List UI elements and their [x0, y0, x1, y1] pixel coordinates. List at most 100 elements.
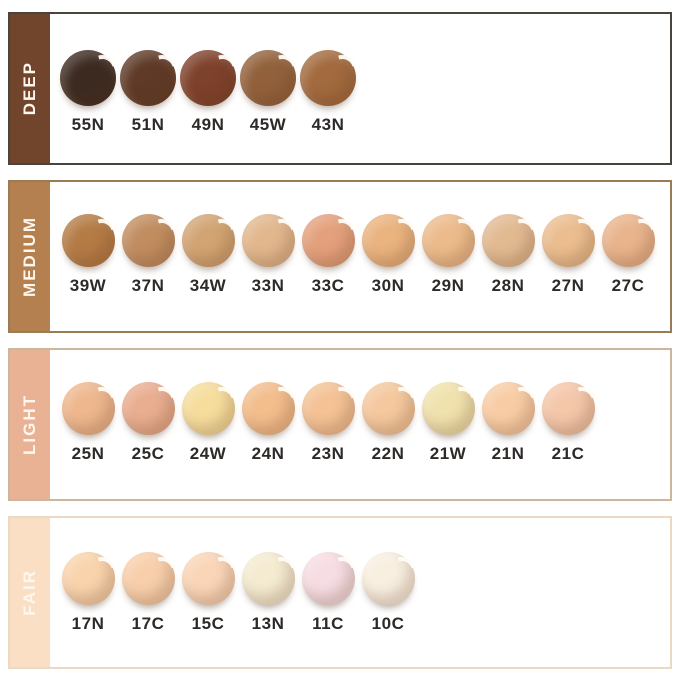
shade-code-label: 22N [371, 444, 405, 463]
shade-code-label: 17N [71, 614, 105, 633]
gloss-highlight-icon [383, 213, 421, 252]
gloss-highlight-icon [202, 49, 242, 89]
gloss-highlight-icon [443, 381, 481, 420]
shade-swatch [481, 213, 541, 267]
row-sidebar: DEEP [10, 14, 50, 163]
shade-swatch-cell: 51N [118, 49, 182, 135]
shade-code-label: 10C [371, 614, 405, 633]
shade-code-label: 45W [249, 115, 287, 134]
gloss-highlight-icon [322, 49, 362, 89]
shade-code-label: 17C [131, 614, 165, 633]
gloss-highlight-icon [263, 213, 301, 252]
gloss-highlight-icon [203, 381, 241, 420]
shade-swatch [61, 381, 121, 435]
shade-swatch-cell: 15C [178, 551, 241, 634]
shade-swatch [241, 551, 301, 605]
gloss-highlight-icon [503, 213, 541, 252]
shade-swatch-cell: 39W [58, 213, 121, 296]
gloss-highlight-icon [623, 213, 661, 252]
shade-swatch-cell: 37N [118, 213, 181, 296]
shade-swatch [121, 213, 181, 267]
gloss-highlight-icon [143, 551, 181, 590]
gloss-highlight-icon [263, 381, 301, 420]
shade-code-label: 27C [611, 276, 645, 295]
shade-swatch [241, 213, 301, 267]
shade-code-label: 27N [551, 276, 585, 295]
shade-code-label: 34W [189, 276, 227, 295]
shade-swatch-cell: 28N [478, 213, 541, 296]
shade-swatch [61, 213, 121, 267]
shade-swatch [240, 49, 302, 106]
row-label: LIGHT [20, 394, 39, 455]
shade-swatch-cell: 11C [298, 551, 361, 634]
shade-code-label: 21C [551, 444, 585, 463]
shade-swatch [541, 213, 601, 267]
shade-swatch [361, 213, 421, 267]
shade-swatch-cell: 21W [418, 381, 481, 464]
swatch-strip: 55N 51N 49N 45W 43N [50, 14, 670, 163]
gloss-highlight-icon [203, 213, 241, 252]
gloss-highlight-icon [383, 551, 421, 590]
shade-swatch-cell: 34W [178, 213, 241, 296]
shade-swatch [181, 381, 241, 435]
shade-swatch-cell: 43N [298, 49, 362, 135]
shade-swatch [541, 381, 601, 435]
shade-swatch-cell: 29N [418, 213, 481, 296]
gloss-highlight-icon [443, 213, 481, 252]
shade-code-label: 29N [431, 276, 465, 295]
row-sidebar: LIGHT [10, 350, 50, 499]
gloss-highlight-icon [563, 381, 601, 420]
shade-swatch [301, 381, 361, 435]
shade-swatch-cell: 17C [118, 551, 181, 634]
gloss-highlight-icon [323, 213, 361, 252]
shade-swatch-cell: 21C [538, 381, 601, 464]
row-sidebar: FAIR [10, 518, 50, 667]
gloss-highlight-icon [83, 381, 121, 420]
shade-swatch-cell: 49N [178, 49, 242, 135]
row-label: MEDIUM [20, 216, 39, 297]
swatch-strip: 25N 25C 24W 24N 23N 22N 21W 21N 21C [50, 350, 670, 499]
shade-code-label: 55N [71, 115, 105, 134]
gloss-highlight-icon [383, 381, 421, 420]
shade-code-label: 33N [251, 276, 285, 295]
shade-swatch [241, 381, 301, 435]
shade-swatch [180, 49, 242, 106]
shade-code-label: 30N [371, 276, 405, 295]
gloss-highlight-icon [503, 381, 541, 420]
shade-swatch-cell: 13N [238, 551, 301, 634]
shade-swatch-cell: 25N [58, 381, 121, 464]
shade-swatch-cell: 25C [118, 381, 181, 464]
shade-code-label: 28N [491, 276, 525, 295]
shade-swatch [481, 381, 541, 435]
shade-swatch [361, 551, 421, 605]
shade-swatch-cell: 55N [58, 49, 122, 135]
shade-swatch [121, 551, 181, 605]
shade-swatch [601, 213, 661, 267]
shade-swatch-cell: 30N [358, 213, 421, 296]
shade-code-label: 37N [131, 276, 165, 295]
shade-row-deep: DEEP 55N 51N 49N 45W 43N [8, 12, 672, 165]
row-label: FAIR [20, 569, 39, 616]
shade-swatch [121, 381, 181, 435]
row-label: DEEP [20, 61, 39, 116]
gloss-highlight-icon [262, 49, 302, 89]
gloss-highlight-icon [83, 213, 121, 252]
shade-code-label: 13N [251, 614, 285, 633]
gloss-highlight-icon [142, 49, 182, 89]
shade-swatch-cell: 17N [58, 551, 121, 634]
shade-swatch-cell: 23N [298, 381, 361, 464]
shade-row-light: LIGHT 25N 25C 24W 24N 23N 22N 21W 21N 21C [8, 348, 672, 501]
shade-swatch-cell: 27C [598, 213, 661, 296]
swatch-strip: 39W 37N 34W 33N 33C 30N 29N 28N 27N 27C [50, 182, 670, 331]
shade-code-label: 33C [311, 276, 345, 295]
gloss-highlight-icon [323, 551, 361, 590]
gloss-highlight-icon [323, 381, 361, 420]
shade-row-fair: FAIR 17N 17C 15C 13N 11C 10C [8, 516, 672, 669]
shade-code-label: 21N [491, 444, 525, 463]
shade-swatch [60, 49, 122, 106]
shade-swatch [301, 213, 361, 267]
shade-swatch [301, 551, 361, 605]
shade-swatch [181, 551, 241, 605]
shade-code-label: 21W [429, 444, 467, 463]
gloss-highlight-icon [203, 551, 241, 590]
